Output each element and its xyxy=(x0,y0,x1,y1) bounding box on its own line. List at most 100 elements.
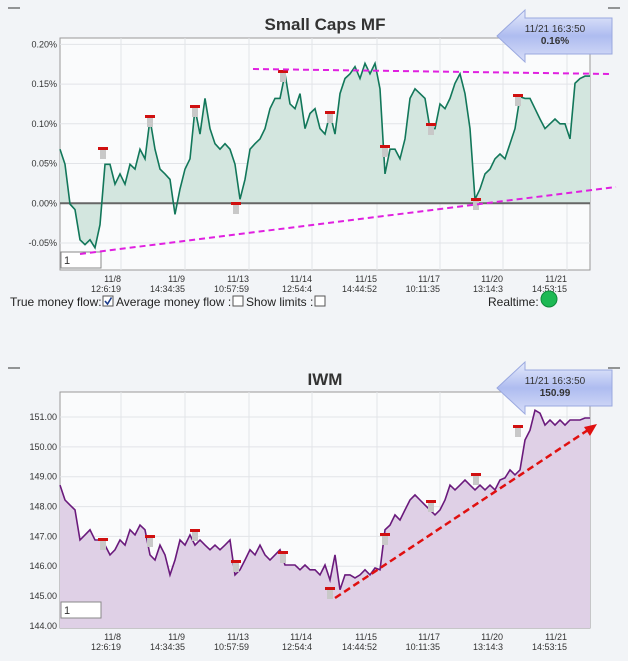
arrow-head xyxy=(584,424,597,436)
marker xyxy=(325,111,335,114)
badge-value: 150.99 xyxy=(540,388,571,399)
label: Realtime: xyxy=(488,295,539,309)
y-tick-label: 149.00 xyxy=(29,472,57,482)
controls: True money flow: Average money flow : Sh… xyxy=(10,290,558,309)
y-tick-label: 150.00 xyxy=(29,442,57,452)
marker xyxy=(190,529,200,532)
line xyxy=(59,60,590,250)
x-tick-label: 11/15 14:44:52 xyxy=(342,632,377,652)
marker-stem xyxy=(327,589,333,599)
marker-stem xyxy=(280,553,286,563)
marker-stem xyxy=(147,537,153,547)
x-tick-label: 11/14 12:54:4 xyxy=(282,632,312,652)
badge-time: 11/21 16:3:50 xyxy=(525,376,586,387)
y-tick-label: 146.00 xyxy=(29,561,57,571)
chart-title: Small Caps MF xyxy=(265,15,386,34)
input-value: 1 xyxy=(64,255,70,267)
marker xyxy=(145,115,155,118)
marker-stem xyxy=(327,113,333,123)
marker xyxy=(98,147,108,150)
marker-stem xyxy=(192,107,198,117)
checkbox[interactable] xyxy=(102,295,114,307)
marker xyxy=(426,123,436,126)
input-box[interactable] xyxy=(60,251,102,269)
y-tick-label: 0.15% xyxy=(31,79,57,89)
marker-stem xyxy=(100,149,106,159)
x-tick-label: 11/8 12:6:19 xyxy=(91,274,121,294)
y-tick-label: -0.05% xyxy=(28,238,57,248)
marker-stem xyxy=(192,531,198,541)
x-tick-label: 11/13 10:57:59 xyxy=(214,632,249,652)
y-tick-label: 0.00% xyxy=(31,198,57,208)
marker xyxy=(380,145,390,148)
x-tick-label: 11/15 14:44:52 xyxy=(342,274,377,294)
marker xyxy=(471,473,481,476)
marker xyxy=(513,94,523,97)
y-tick-label: 151.00 xyxy=(29,412,57,422)
x-tick-label: 11/9 14:34:35 xyxy=(150,632,185,652)
badge-time: 11/21 16:3:50 xyxy=(525,24,586,35)
marker xyxy=(190,105,200,108)
badge xyxy=(496,360,613,416)
marker-stem xyxy=(382,147,388,157)
input-box[interactable] xyxy=(60,601,102,619)
x-tick-label: 11/14 12:54:4 xyxy=(282,274,312,294)
marker-stem xyxy=(428,502,434,512)
realtime-indicator xyxy=(540,290,558,308)
marker xyxy=(231,202,241,205)
x-tick-label: 11/8 12:6:19 xyxy=(91,632,121,652)
x-tick-label: 11/21 14:53:15 xyxy=(532,632,567,652)
badge xyxy=(496,8,613,64)
chart: 151.00 150.00 149.00 148.00 147.00 146.00 145.… xyxy=(29,360,613,652)
marker xyxy=(380,533,390,536)
chart-title: IWM xyxy=(308,370,343,389)
checkbox[interactable] xyxy=(314,295,326,307)
marker xyxy=(471,198,481,201)
chart: 0.20% 0.15% 0.10% 0.05% 0.00% -0.05% 11/8 12:6:… xyxy=(28,8,613,294)
label: Show limits : xyxy=(246,295,313,309)
checkbox[interactable] xyxy=(232,295,244,307)
y-tick-label: 147.00 xyxy=(29,531,57,541)
y-tick-label: 144.00 xyxy=(29,621,57,631)
x-tick-label: 11/17 10:11:35 xyxy=(406,632,440,652)
x-tick-label: 11/9 14:34:35 xyxy=(150,274,185,294)
marker-stem xyxy=(473,475,479,485)
area xyxy=(60,410,590,628)
marker xyxy=(278,551,288,554)
marker-stem xyxy=(382,535,388,545)
marker-stem xyxy=(428,125,434,135)
marker-stem xyxy=(147,117,153,127)
area xyxy=(60,63,590,248)
badge-value: 0.16% xyxy=(541,36,569,47)
y-tick-label: 0.05% xyxy=(31,159,57,169)
y-tick-label: 148.00 xyxy=(29,502,57,512)
marker xyxy=(278,70,288,73)
marker-stem xyxy=(233,204,239,214)
marker xyxy=(325,587,335,590)
marker-stem xyxy=(515,96,521,106)
marker-stem xyxy=(515,427,521,437)
y-tick-label: 145.00 xyxy=(29,591,57,601)
x-tick-label: 11/21 14:53:15 xyxy=(532,274,567,294)
marker xyxy=(513,425,523,428)
y-tick-label: 0.10% xyxy=(31,119,57,129)
marker xyxy=(145,535,155,538)
marker-stem xyxy=(473,200,479,210)
label: Average money flow : xyxy=(116,295,231,309)
marker-stem xyxy=(100,540,106,550)
x-tick-label: 11/20 13:14:3 xyxy=(473,632,503,652)
label: True money flow: xyxy=(10,295,102,309)
check-mark xyxy=(104,297,113,306)
marker xyxy=(426,500,436,503)
x-tick-label: 11/13 10:57:59 xyxy=(214,274,249,294)
trend-line xyxy=(79,186,617,255)
y-tick-label: 0.20% xyxy=(31,39,57,49)
x-tick-label: 11/17 10:11:35 xyxy=(406,274,440,294)
marker xyxy=(98,538,108,541)
x-tick-label: 11/20 13:14:3 xyxy=(473,274,503,294)
trend-arrow xyxy=(334,428,589,600)
annotations xyxy=(79,68,617,600)
input-value: 1 xyxy=(64,605,70,617)
marker xyxy=(231,560,241,563)
